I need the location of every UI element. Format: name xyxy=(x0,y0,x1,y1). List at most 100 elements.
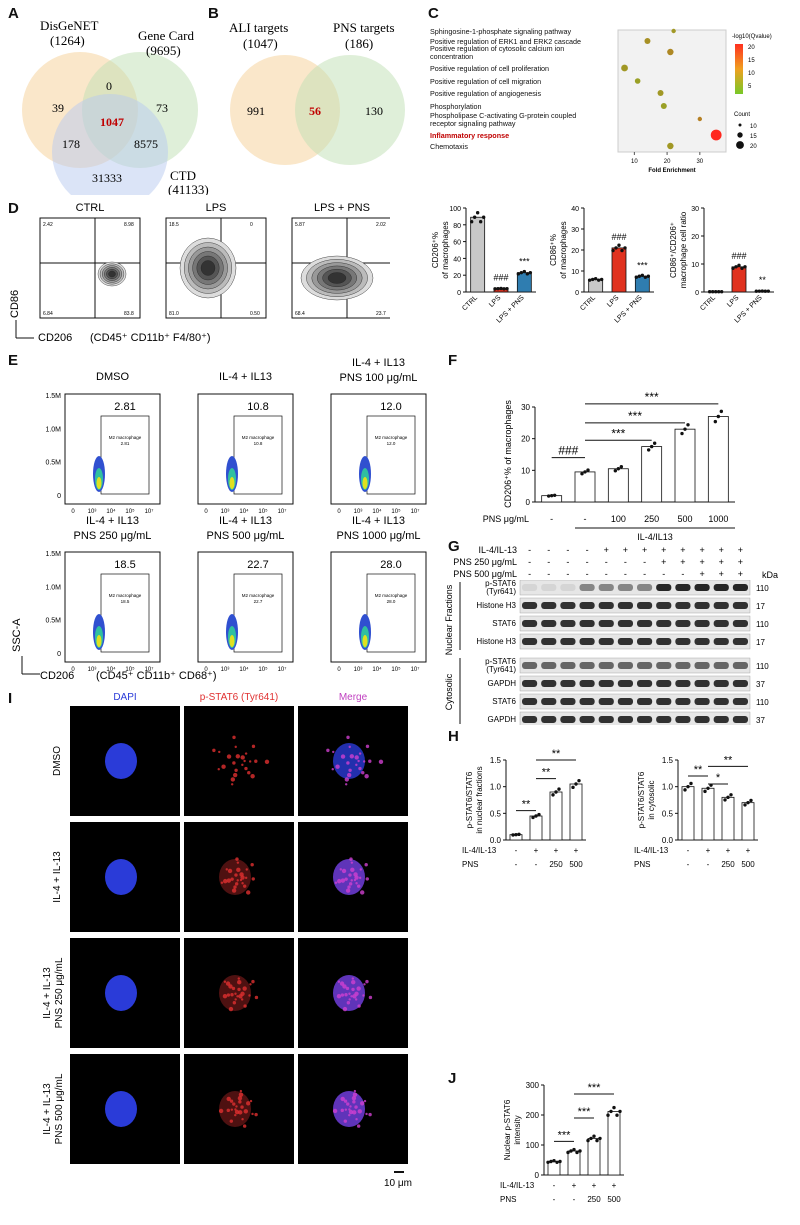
blot-band xyxy=(713,602,729,609)
signal-dot xyxy=(230,783,234,786)
signal-dot xyxy=(217,768,220,771)
blot-band xyxy=(522,662,538,669)
data-point xyxy=(723,798,727,802)
signal-dot xyxy=(340,878,346,883)
signal-dot xyxy=(234,745,237,749)
gate-percentage: 10.8 xyxy=(247,401,268,413)
band-label: STAT6 xyxy=(492,697,516,706)
band-kda: 110 xyxy=(756,662,769,671)
signal-dot xyxy=(237,1096,243,1101)
data-point xyxy=(606,1113,610,1117)
y-tick-label: 30 xyxy=(521,403,530,412)
treatment-sign: - xyxy=(586,569,589,579)
quadrant-value: 23.7 xyxy=(376,311,386,317)
if-image xyxy=(184,1054,294,1164)
signal-dot xyxy=(352,1100,356,1104)
signal-dot xyxy=(353,1089,357,1093)
signal-area xyxy=(219,975,251,1011)
x-tick-label: 10⁷ xyxy=(411,666,420,673)
signal-dot xyxy=(355,1117,358,1121)
bar xyxy=(731,266,747,293)
data-point xyxy=(546,1160,550,1165)
quadrant-value: 8.98 xyxy=(124,222,134,228)
significance-mark: ### xyxy=(558,444,578,458)
data-point xyxy=(760,289,765,293)
y-tick-label: 20 xyxy=(571,248,579,255)
data-point xyxy=(646,274,651,278)
signal-dot xyxy=(231,888,237,893)
bar xyxy=(611,247,627,293)
signal-dot xyxy=(346,1102,350,1106)
blot-band xyxy=(675,620,691,627)
row-label: PNS 250 μg/mL xyxy=(54,957,65,1028)
blot-band xyxy=(541,602,557,609)
y-tick-label: 40 xyxy=(453,256,461,263)
data-point xyxy=(549,1159,553,1164)
signal-dot xyxy=(344,1108,348,1111)
signal-dot xyxy=(245,868,248,871)
y-tick-label: 1.0M xyxy=(45,426,61,433)
row-value: 500 xyxy=(741,860,755,869)
y-axis-label: p-STAT6/STAT6 xyxy=(465,771,474,828)
blot-band xyxy=(560,698,576,705)
data-point xyxy=(516,272,521,276)
treatment-sign: - xyxy=(624,557,627,567)
row-value: - xyxy=(687,846,690,855)
signal-dot xyxy=(244,766,248,771)
signal-dot xyxy=(238,1100,242,1104)
band-kda: 17 xyxy=(756,602,765,611)
data-point xyxy=(713,290,718,294)
signal-dot xyxy=(343,1099,348,1103)
blot-band xyxy=(522,680,538,687)
signal-dot xyxy=(350,995,353,998)
size-legend-title: Count xyxy=(734,112,750,118)
blot-band xyxy=(656,680,672,687)
data-point xyxy=(555,1160,559,1165)
signal-dot xyxy=(334,881,338,884)
treatment-sign: + xyxy=(699,569,704,579)
y-axis-label: CD206⁺% of macrophages xyxy=(503,400,513,508)
data-point xyxy=(734,265,738,269)
data-point xyxy=(643,275,648,279)
flow-title: IL-4 + IL13 xyxy=(219,515,272,527)
signal-dot xyxy=(250,863,254,867)
size-legend-label: 10 xyxy=(750,124,757,130)
y-tick-label: 1.0 xyxy=(662,783,674,792)
row-value: - xyxy=(515,860,518,869)
y-axis-label-group: p-STAT6/STAT6 in cytosolic xyxy=(637,771,656,828)
row-value: 250 xyxy=(721,860,735,869)
treatment-sign: - xyxy=(586,557,589,567)
signal-dot xyxy=(344,777,350,782)
signal-dot xyxy=(342,1006,348,1012)
gate-value: 12.0 xyxy=(387,441,396,446)
data-point xyxy=(716,414,721,419)
gate-percentage: 28.0 xyxy=(380,559,401,571)
signal-dot xyxy=(348,745,351,749)
y-tick-label: 10 xyxy=(691,262,699,269)
gate-label: M2 macrophage xyxy=(242,593,275,598)
venn-b-region-3: 130 xyxy=(365,104,383,118)
signal-dot xyxy=(231,986,236,991)
data-point xyxy=(618,1109,622,1114)
data-point xyxy=(569,1149,573,1153)
treatment-sign: - xyxy=(547,569,550,579)
bar xyxy=(741,802,755,841)
flow-title: LPS + PNS xyxy=(314,202,370,214)
venn-b-set-2 xyxy=(295,55,405,165)
bar xyxy=(641,446,663,503)
signal-dot xyxy=(361,771,365,775)
data-point xyxy=(683,427,687,431)
term-label: Phospholipase C-activating G-protein cou… xyxy=(430,111,576,120)
category-label: LPS xyxy=(488,294,503,309)
data-point xyxy=(617,243,621,247)
blot-band xyxy=(675,662,691,669)
venn-a-set-3 xyxy=(52,94,168,195)
signal-dot xyxy=(225,981,231,986)
group-label-cytosolic: Cytosolic xyxy=(444,673,454,710)
y-axis-label: in cytosolic xyxy=(647,780,656,819)
band-kda: 110 xyxy=(756,698,769,707)
data-point xyxy=(686,423,690,427)
signal-dot xyxy=(234,1109,240,1115)
band-kda: 110 xyxy=(756,620,769,629)
signal-dot xyxy=(350,861,354,864)
